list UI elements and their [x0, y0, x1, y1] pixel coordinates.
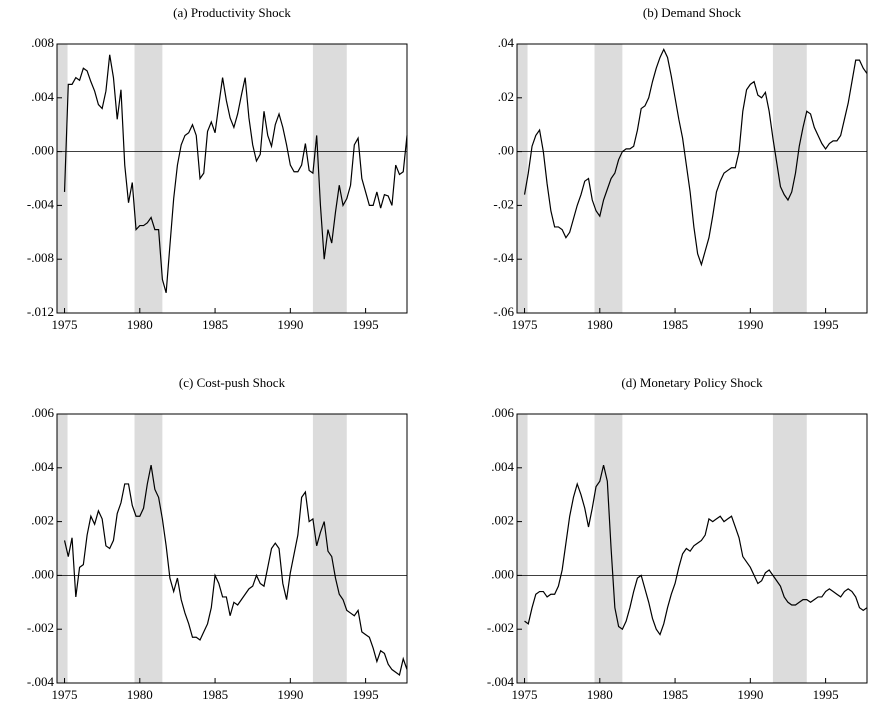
y-tick-label: -.012	[27, 304, 54, 319]
x-tick-label: 1980	[587, 317, 613, 332]
y-tick-label: .006	[31, 405, 54, 420]
shaded-period	[312, 44, 347, 313]
plot-frame	[56, 43, 408, 314]
y-tick-label: -.06	[493, 304, 514, 319]
x-tick-label: 1985	[202, 687, 228, 702]
y-tick-label: .00	[498, 143, 514, 158]
y-tick-label: .002	[31, 513, 54, 528]
x-tick-label: 1975	[52, 687, 78, 702]
shaded-period	[312, 414, 347, 683]
panel-title: (a) Productivity Shock	[173, 5, 291, 20]
x-tick-label: 1980	[127, 687, 153, 702]
shaded-period	[772, 414, 807, 683]
shaded-period	[57, 44, 68, 313]
series-line	[63, 464, 408, 676]
y-tick-label: -.002	[487, 620, 514, 635]
shaded-period	[517, 414, 528, 683]
shaded-period	[594, 44, 623, 313]
series-line	[523, 47, 868, 267]
plot-frame	[56, 413, 408, 684]
x-tick-label: 1980	[127, 317, 153, 332]
x-tick-label: 1975	[52, 317, 78, 332]
x-tick-label: 1990	[277, 317, 303, 332]
x-tick-label: 1995	[353, 317, 379, 332]
y-tick-label: -.004	[27, 674, 55, 689]
shaded-period	[134, 44, 163, 313]
y-tick-label: .02	[498, 89, 514, 104]
x-tick-label: 1990	[737, 317, 763, 332]
y-tick-label: .004	[31, 459, 54, 474]
panel-title: (d) Monetary Policy Shock	[621, 375, 763, 390]
y-tick-label: .008	[31, 35, 54, 50]
shaded-period	[57, 414, 68, 683]
x-tick-label: 1985	[202, 317, 228, 332]
x-tick-label: 1990	[737, 687, 763, 702]
x-tick-label: 1975	[512, 687, 538, 702]
y-tick-label: -.002	[27, 620, 54, 635]
x-tick-label: 1975	[512, 317, 538, 332]
x-tick-label: 1985	[662, 687, 688, 702]
x-tick-label: 1985	[662, 317, 688, 332]
x-tick-label: 1990	[277, 687, 303, 702]
y-tick-label: .000	[31, 566, 54, 581]
y-tick-label: -.04	[493, 250, 514, 265]
y-tick-label: -.02	[493, 196, 514, 211]
y-tick-label: .004	[491, 459, 514, 474]
y-tick-label: .04	[498, 35, 515, 50]
y-tick-label: .004	[31, 89, 54, 104]
y-tick-label: .000	[31, 143, 54, 158]
y-tick-label: -.008	[27, 250, 54, 265]
panel-title: (c) Cost-push Shock	[179, 375, 286, 390]
panel-title: (b) Demand Shock	[643, 5, 742, 20]
x-tick-label: 1980	[587, 687, 613, 702]
shaded-period	[134, 414, 163, 683]
plot-frame	[516, 43, 868, 314]
y-tick-label: .002	[491, 513, 514, 528]
series-line	[524, 464, 868, 636]
y-tick-label: -.004	[487, 674, 515, 689]
shaded-period	[772, 44, 807, 313]
shaded-period	[517, 44, 528, 313]
y-tick-label: .006	[491, 405, 514, 420]
x-tick-label: 1995	[813, 317, 839, 332]
plot-frame	[516, 413, 868, 684]
y-tick-label: .000	[491, 566, 514, 581]
x-tick-label: 1995	[353, 687, 379, 702]
x-tick-label: 1995	[813, 687, 839, 702]
shaded-period	[594, 414, 623, 683]
series-line	[63, 54, 408, 293]
y-tick-label: -.004	[27, 196, 55, 211]
